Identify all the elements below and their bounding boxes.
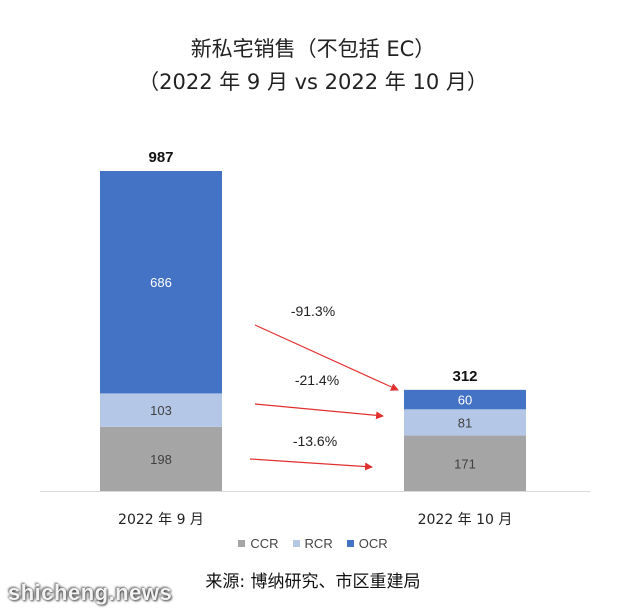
source-note: 来源: 博纳研究、市区重建局	[205, 572, 421, 592]
bar-rcr-0	[100, 393, 222, 427]
chart-subtitle: （2022 年 9 月 vs 2022 年 10 月）	[138, 70, 488, 94]
total-label-1: 312	[452, 368, 477, 385]
change-arrow-ocr	[254, 324, 399, 391]
legend-label-ocr: OCR	[358, 536, 388, 551]
bar-ocr-0	[100, 171, 222, 394]
data-label-rcr-0: 103	[150, 403, 172, 418]
legend-label-ccr: CCR	[250, 536, 279, 551]
data-label-ccr-0: 198	[150, 452, 172, 467]
legend-item-ocr: OCR	[346, 536, 388, 551]
x-tick-label-1: 2022 年 10 月	[418, 512, 513, 528]
x-tick-label-0: 2022 年 9 月	[118, 512, 204, 528]
bar-ccr-1	[404, 435, 526, 491]
legend-label-rcr: RCR	[304, 536, 333, 551]
data-label-rcr-1: 81	[458, 415, 472, 430]
legend-item-ccr: CCR	[238, 536, 279, 551]
data-label-ccr-1: 171	[454, 456, 476, 471]
data-label-ocr-0: 686	[150, 275, 172, 290]
legend-item-rcr: RCR	[292, 536, 333, 551]
change-arrow-rcr	[254, 403, 384, 420]
bar-rcr-1	[404, 409, 526, 436]
change-label-ccr: -13.6%	[293, 433, 337, 449]
legend-swatch-ocr	[346, 540, 354, 547]
legend: CCR RCR OCR	[0, 536, 626, 551]
change-label-ocr: -91.3%	[291, 303, 335, 319]
data-label-ocr-1: 60	[458, 393, 472, 408]
chart-title: 新私宅销售（不包括 EC）	[190, 37, 436, 61]
change-arrow-ccr	[249, 458, 373, 471]
bar-ccr-0	[100, 426, 222, 491]
watermark-logo: shicheng.news	[8, 580, 173, 605]
total-label-0: 987	[148, 149, 173, 166]
legend-swatch-ccr	[238, 540, 246, 547]
change-label-rcr: -21.4%	[295, 372, 339, 388]
stacked-bar-chart: 198 103 686 987 2022 年 9 月 171 81 60 312 2022 年 1…	[40, 149, 590, 528]
bar-ocr-1	[404, 389, 526, 410]
legend-swatch-rcr	[292, 540, 300, 547]
